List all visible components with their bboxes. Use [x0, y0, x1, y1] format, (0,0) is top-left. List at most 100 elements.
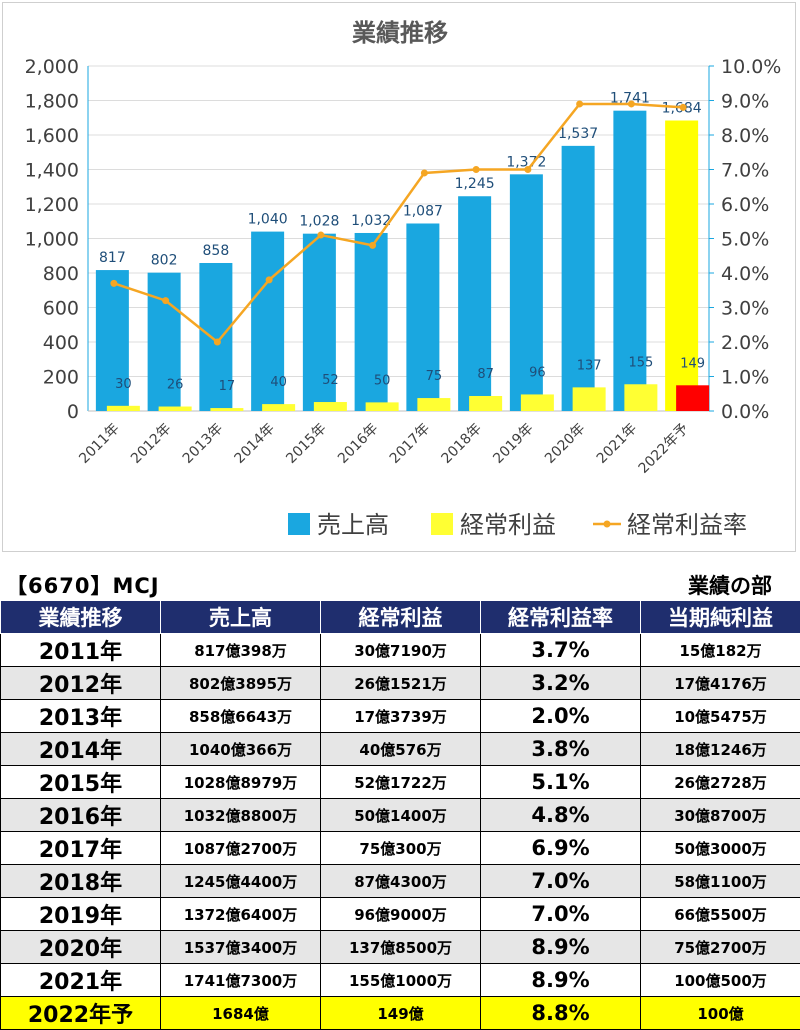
sales-data-label: 817 — [99, 250, 126, 266]
profit-rate-point — [576, 100, 583, 107]
ordinary-profit-cell: 149億 — [321, 997, 481, 1030]
profit-data-label: 30 — [115, 377, 132, 392]
sales-data-label: 1,028 — [299, 214, 339, 230]
sales-data-label: 1,245 — [455, 176, 495, 192]
right-tick-label: 6.0% — [721, 194, 769, 216]
net-income-cell: 50億3000万 — [641, 832, 800, 865]
x-tick-label: 2020年 — [542, 421, 588, 467]
section-label: 業績の部 — [688, 570, 772, 600]
net-income-cell: 30億8700万 — [641, 799, 800, 832]
profit-bar — [262, 404, 295, 411]
profit-bar — [210, 408, 243, 411]
net-income-cell: 26億2728万 — [641, 766, 800, 799]
header-cell: 業績推移 — [1, 601, 161, 634]
legend-marker-rate — [604, 521, 611, 528]
year-cell: 2015年 — [1, 766, 161, 799]
x-tick-label: 2019年 — [490, 421, 536, 467]
ordinary-profit-cell: 75億300万 — [321, 832, 481, 865]
x-tick-label: 2014年 — [232, 421, 278, 467]
net-income-cell: 10億5475万 — [641, 700, 800, 733]
ordinary-profit-cell: 50億1400万 — [321, 799, 481, 832]
sales-cell: 1537億3400万 — [161, 931, 321, 964]
profit-bar — [469, 396, 502, 411]
sales-cell: 1028億8979万 — [161, 766, 321, 799]
profit-rate-cell: 8.9% — [481, 964, 641, 997]
profit-bar — [521, 394, 554, 411]
header-cell: 経常利益率 — [481, 601, 641, 634]
year-cell: 2016年 — [1, 799, 161, 832]
left-tick-label: 2,000 — [25, 56, 79, 78]
right-tick-label: 2.0% — [721, 332, 769, 354]
sales-cell: 1032億8800万 — [161, 799, 321, 832]
net-income-cell: 15億182万 — [641, 634, 800, 667]
profit-data-label: 26 — [167, 378, 184, 393]
profit-data-label: 17 — [219, 379, 236, 394]
year-cell: 2011年 — [1, 634, 161, 667]
ordinary-profit-cell: 87億4300万 — [321, 865, 481, 898]
profit-rate-point — [680, 104, 687, 111]
profit-rate-cell: 7.0% — [481, 865, 641, 898]
profit-bar — [107, 406, 140, 411]
profit-rate-point — [524, 166, 531, 173]
profit-rate-point — [628, 100, 635, 107]
sales-cell: 1684億 — [161, 997, 321, 1030]
legend-label-profit: 経常利益 — [460, 511, 556, 539]
x-tick-label: 2016年 — [335, 421, 381, 467]
profit-bar — [624, 384, 657, 411]
ordinary-profit-cell: 26億1521万 — [321, 667, 481, 700]
profit-rate-cell: 3.8% — [481, 733, 641, 766]
ordinary-profit-cell: 52億1722万 — [321, 766, 481, 799]
right-tick-label: 9.0% — [721, 91, 769, 113]
year-cell: 2020年 — [1, 931, 161, 964]
x-tick-label: 2018年 — [439, 421, 485, 467]
profit-bar — [573, 387, 606, 411]
profit-data-label: 50 — [374, 373, 391, 388]
net-income-cell: 75億2700万 — [641, 931, 800, 964]
profit-data-label: 40 — [270, 375, 287, 390]
year-cell: 2022年予 — [1, 997, 161, 1030]
profit-rate-cell: 4.8% — [481, 799, 641, 832]
sales-data-label: 1,040 — [248, 212, 288, 228]
sales-cell: 858億6643万 — [161, 700, 321, 733]
ordinary-profit-cell: 155億1000万 — [321, 964, 481, 997]
profit-rate-cell: 8.8% — [481, 997, 641, 1030]
profit-bar — [314, 402, 347, 411]
profit-data-label: 96 — [529, 365, 546, 380]
profit-rate-point — [162, 297, 169, 304]
left-tick-label: 1,200 — [25, 194, 79, 216]
net-income-cell: 58億1100万 — [641, 865, 800, 898]
header-cell: 経常利益 — [321, 601, 481, 634]
header-cell: 売上高 — [161, 601, 321, 634]
profit-rate-point — [369, 242, 376, 249]
ordinary-profit-cell: 40億576万 — [321, 733, 481, 766]
year-cell: 2014年 — [1, 733, 161, 766]
sales-data-label: 858 — [203, 243, 230, 259]
profit-data-label: 155 — [628, 355, 653, 370]
profit-bar — [159, 407, 192, 411]
right-tick-label: 8.0% — [721, 125, 769, 147]
year-cell: 2017年 — [1, 832, 161, 865]
profit-bar — [417, 398, 450, 411]
ordinary-profit-cell: 137億8500万 — [321, 931, 481, 964]
sales-data-label: 802 — [151, 253, 178, 269]
ordinary-profit-cell: 17億3739万 — [321, 700, 481, 733]
table-header-row: 業績推移 売上高 経常利益 経常利益率 当期純利益 — [1, 601, 800, 634]
ticker-label: 【6670】MCJ — [6, 570, 160, 600]
left-tick-label: 800 — [43, 263, 79, 285]
profit-rate-cell: 3.7% — [481, 634, 641, 667]
profit-rate-cell: 2.0% — [481, 700, 641, 733]
profit-rate-cell: 6.9% — [481, 832, 641, 865]
right-tick-label: 1.0% — [721, 367, 769, 389]
net-income-cell: 18億1246万 — [641, 733, 800, 766]
profit-rate-cell: 8.9% — [481, 931, 641, 964]
year-cell: 2019年 — [1, 898, 161, 931]
